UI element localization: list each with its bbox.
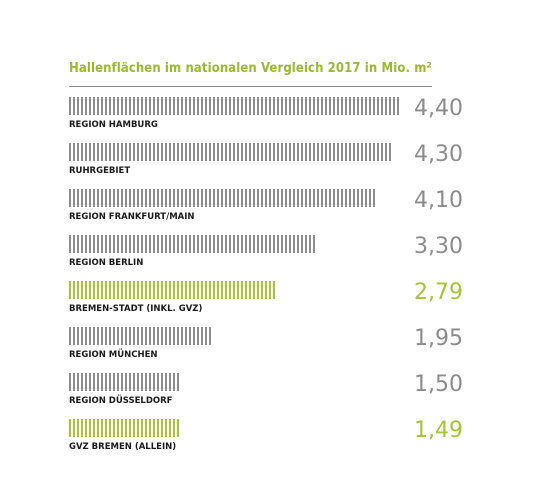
category-label: REGION DÜSSELDORF [69,395,173,406]
category-label: GVZ BREMEN (ALLEIN) [69,442,176,452]
value-label: 4,10 [414,188,463,213]
bar-row: GVZ BREMEN (ALLEIN) 1,49 [69,418,463,452]
category-label: RUHRGEBIET [69,166,130,176]
bar [69,235,315,253]
bar-row: REGION DÜSSELDORF 1,50 [69,372,463,406]
category-label: REGION MÜNCHEN [69,349,158,360]
value-label: 4,40 [414,96,463,121]
chart-title: Hallenflächen im nationalen Vergleich 20… [69,61,432,76]
category-label: REGION BERLIN [69,258,143,268]
bar [69,97,399,115]
value-label: 1,95 [414,326,463,351]
bar-row: REGION BERLIN 3,30 [69,234,463,268]
bar [69,373,179,391]
bar [69,281,275,299]
category-label: REGION HAMBURG [69,120,158,130]
category-label: REGION FRANKFURT/MAIN [69,212,195,222]
bar-row: REGION HAMBURG 4,40 [69,96,463,130]
value-label: 2,79 [414,280,463,305]
bar-row: BREMEN-STADT (INKL. GVZ) 2,79 [69,280,463,314]
value-label: 4,30 [414,142,463,167]
bar [69,189,375,207]
bar-row: REGION MÜNCHEN 1,95 [69,326,463,360]
value-label: 1,49 [414,418,463,443]
value-label: 3,30 [414,234,463,259]
bar [69,143,391,161]
value-label: 1,50 [414,372,463,397]
bar [69,419,179,437]
title-divider [69,86,432,87]
bar [69,327,211,345]
bar-row: REGION FRANKFURT/MAIN 4,10 [69,188,463,222]
bar-row: RUHRGEBIET 4,30 [69,142,463,176]
category-label: BREMEN-STADT (INKL. GVZ) [69,304,202,314]
